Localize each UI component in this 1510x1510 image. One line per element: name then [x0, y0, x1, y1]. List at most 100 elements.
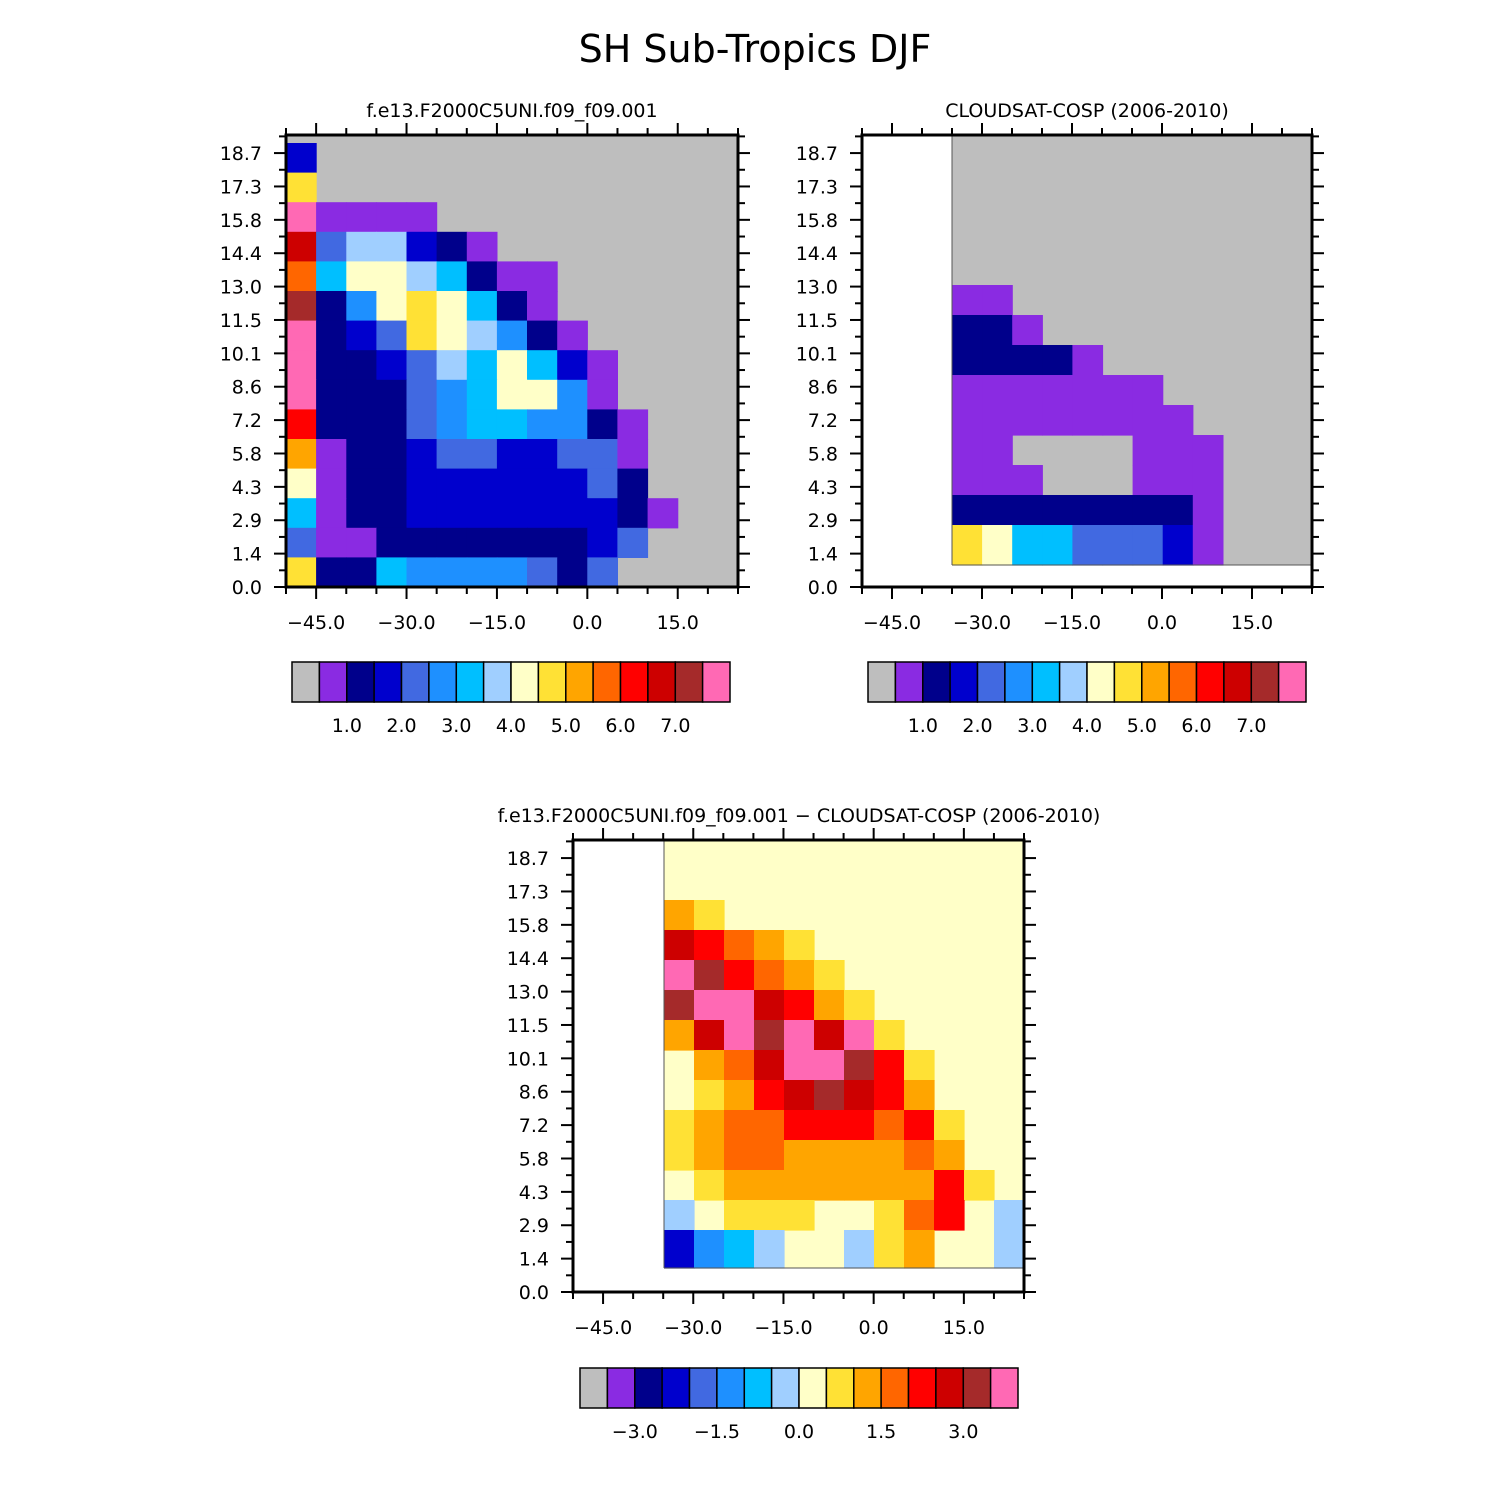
heatmap-cell [346, 261, 377, 292]
heatmap-cell [286, 261, 317, 292]
heatmap-cell [844, 1140, 875, 1171]
y-tick-label: 4.3 [808, 477, 838, 499]
heatmap-cell [784, 1050, 815, 1081]
heatmap-cell [754, 1020, 785, 1051]
heatmap-cell [874, 1080, 905, 1111]
heatmap-cell [844, 1110, 875, 1141]
y-tick-label: 11.5 [507, 1015, 549, 1037]
heatmap-cell [527, 557, 558, 588]
heatmap-cell [557, 409, 588, 440]
colorbar-label: 4.0 [496, 715, 526, 737]
y-tick-label: 1.4 [519, 1249, 549, 1271]
heatmap-cell [406, 202, 438, 233]
colorbar-box [291, 661, 321, 703]
colorbar-box [880, 1367, 910, 1409]
colorbar-label: 5.0 [551, 715, 581, 737]
y-tick-label: 8.6 [232, 377, 262, 399]
heatmap-cell [376, 379, 408, 410]
colorbar-box [592, 661, 622, 703]
x-tick-label: −45.0 [287, 612, 345, 634]
y-tick-label: 4.3 [232, 477, 262, 499]
heatmap-cell [934, 1110, 965, 1141]
heatmap-cell [664, 1140, 695, 1171]
heatmap-cell [724, 1020, 755, 1051]
heatmap-cell [647, 498, 679, 529]
heatmap-cell [1012, 315, 1043, 346]
x-tick-label: 0.0 [859, 1317, 889, 1339]
heatmap-cell [376, 439, 408, 470]
heatmap-cell [527, 439, 558, 470]
heatmap-cell [1072, 345, 1104, 376]
colorbar-label: 7.0 [660, 715, 690, 737]
heatmap-cell [874, 1050, 905, 1081]
heatmap-cell [1072, 405, 1104, 436]
heatmap-cell [754, 960, 785, 991]
x-tick-label: −45.0 [863, 612, 921, 634]
heatmap-cell [496, 468, 528, 499]
heatmap-cell [557, 320, 588, 351]
y-tick-label: 2.9 [808, 510, 838, 532]
heatmap-cell [982, 465, 1013, 496]
heatmap-cell [724, 1140, 755, 1171]
heatmap-cell [784, 1110, 815, 1141]
x-tick-label: 15.0 [657, 612, 699, 634]
x-tick-label: 15.0 [943, 1317, 985, 1339]
heatmap-cell [784, 1170, 815, 1201]
heatmap-cell [376, 261, 408, 292]
heatmap-cell [1042, 375, 1073, 406]
heatmap-cell [496, 291, 528, 322]
heatmap-cell [664, 930, 695, 961]
y-tick-label: 15.8 [220, 210, 262, 232]
colorbar: −3.0 −1.5 0.0 1.5 3.0 [579, 1367, 1019, 1443]
heatmap-cells [286, 135, 738, 588]
colorbar-box [346, 661, 375, 703]
y-tick-label: 4.3 [519, 1182, 549, 1204]
heatmap-cell [1132, 465, 1164, 496]
heatmap-cell [1162, 465, 1194, 496]
heatmap-cell [527, 350, 558, 381]
heatmap-cell [587, 557, 618, 588]
heatmap-cell [346, 527, 377, 558]
panel-title: f.e13.F2000C5UNI.f09_f09.001 − CLOUDSAT-… [498, 805, 1101, 827]
heatmap-cell [286, 172, 317, 203]
heatmap-cell [286, 143, 317, 174]
heatmap-cell [754, 1110, 785, 1141]
heatmap-cell [436, 498, 468, 529]
heatmap-cell [286, 557, 317, 588]
heatmap-cell [286, 527, 317, 558]
y-tick-label: 5.8 [232, 443, 262, 465]
colorbar-box [1223, 661, 1253, 703]
heatmap-cell [754, 1230, 785, 1269]
heatmap-cell [814, 1080, 845, 1111]
x-tick-label: −15.0 [468, 612, 526, 634]
y-tick-label: 15.8 [507, 915, 549, 937]
colorbar: 1.0 2.0 3.0 4.0 5.0 6.0 7.0 [291, 661, 731, 737]
heatmap-cell [436, 291, 468, 322]
y-tick-label: 13.0 [507, 982, 549, 1004]
colorbar-box [976, 661, 1006, 703]
heatmap-cell [316, 202, 347, 233]
colorbar-label: 3.0 [1017, 715, 1047, 737]
heatmap-cell [527, 379, 558, 410]
heatmap-cell [527, 291, 558, 322]
heatmap-cell [587, 527, 618, 558]
heatmap-cell [694, 900, 725, 931]
heatmap-cell [844, 1230, 875, 1269]
heatmap-cell [1162, 435, 1194, 466]
heatmap-cell [952, 375, 983, 406]
heatmap-cell [874, 1110, 905, 1141]
heatmap-cell [784, 1080, 815, 1111]
colorbar-label: 1.5 [866, 1421, 896, 1443]
heatmap-cell [1042, 525, 1073, 566]
y-tick-label: 7.2 [519, 1115, 549, 1137]
heatmap-cell [286, 350, 317, 381]
heatmap-cell [346, 498, 377, 529]
x-tick-label: 0.0 [1147, 612, 1177, 634]
heatmap-cell [496, 439, 528, 470]
heatmap-cell [376, 409, 408, 440]
colorbar-box [935, 1367, 965, 1409]
heatmap-cell [784, 1200, 815, 1231]
heatmap-cell [784, 1020, 815, 1051]
heatmap-cell [466, 320, 498, 351]
heatmap-cell [406, 527, 438, 558]
